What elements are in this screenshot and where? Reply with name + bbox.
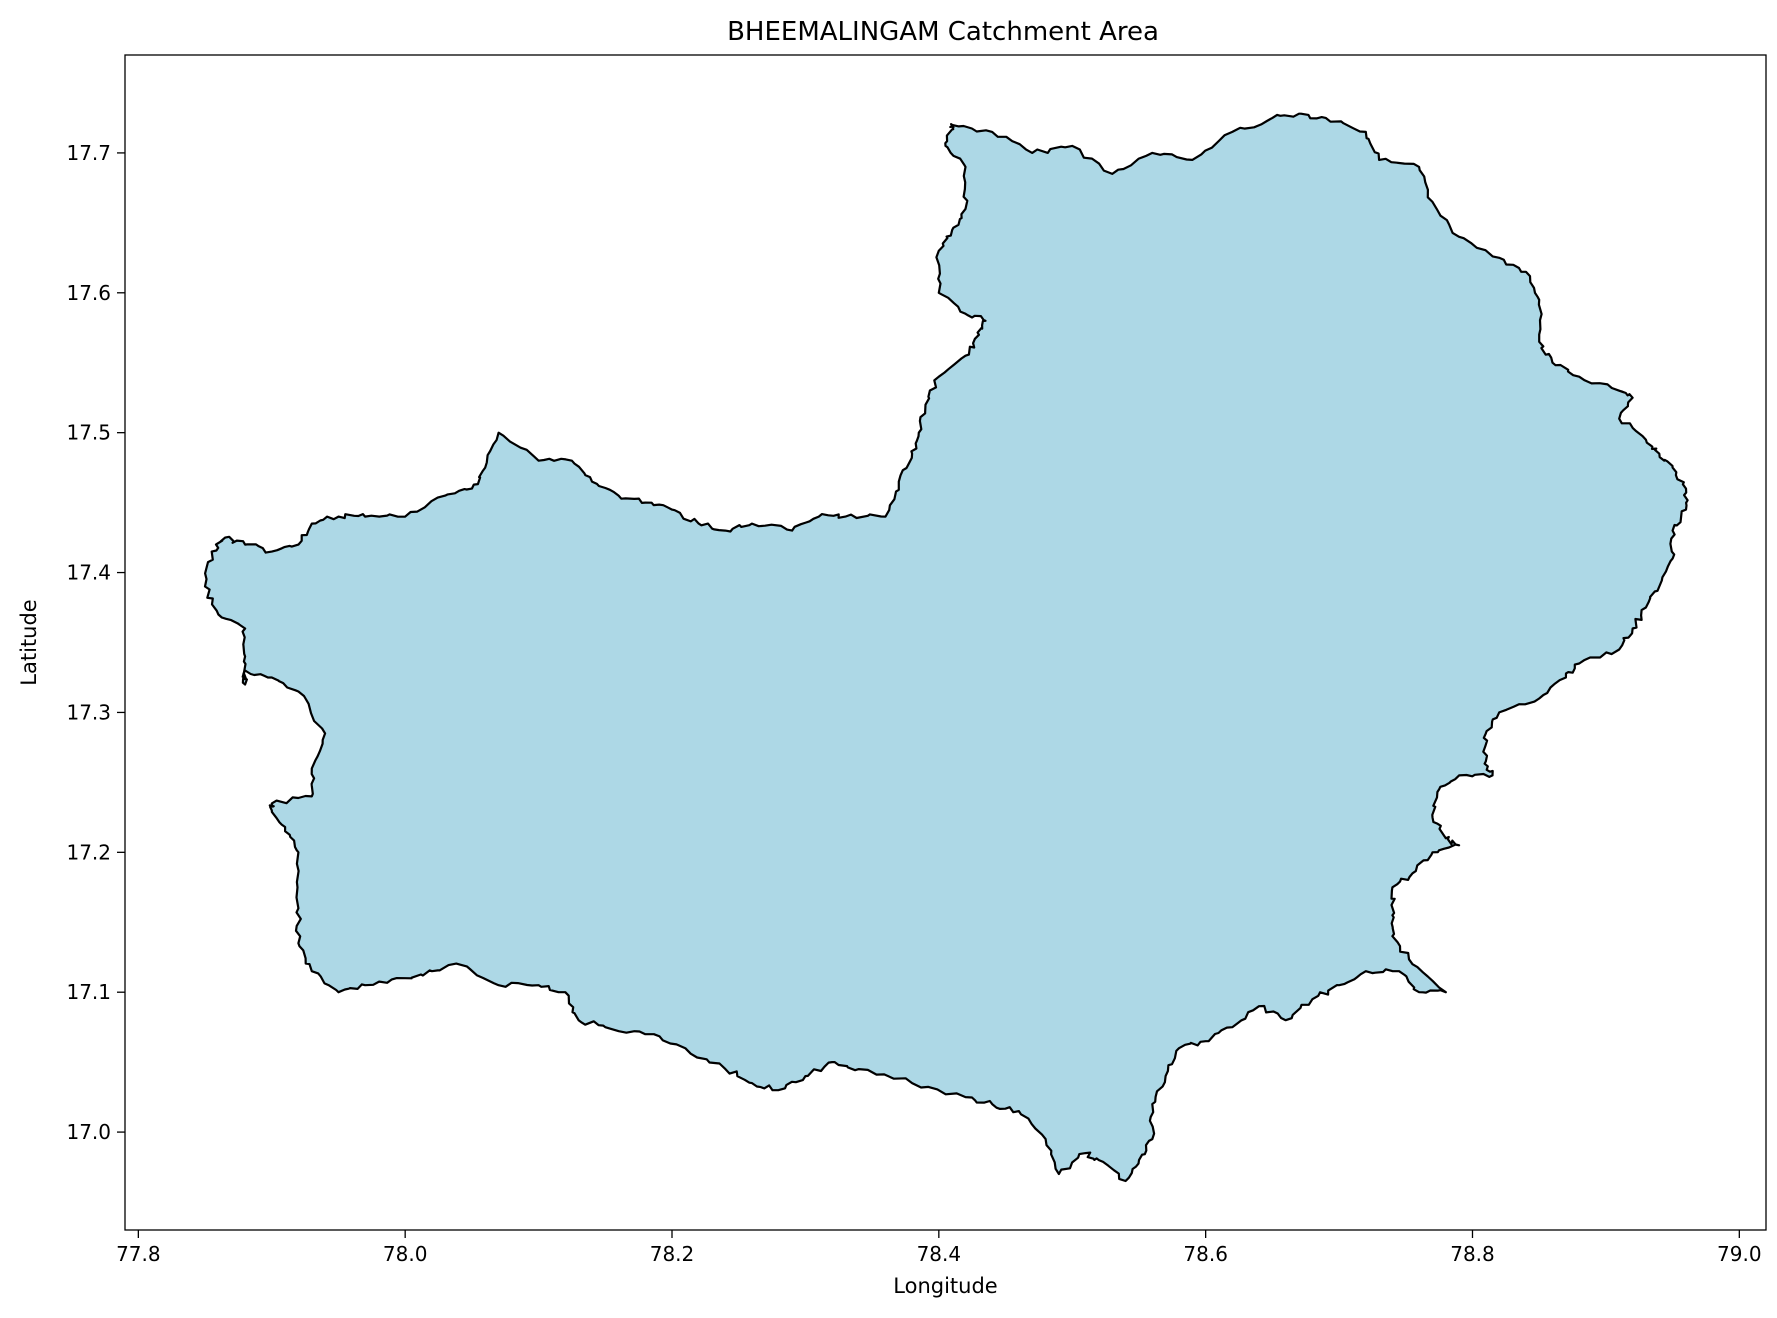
x-tick-label: 78.4: [917, 1242, 962, 1266]
y-tick-label: 17.7: [66, 141, 111, 165]
y-tick-label: 17.4: [66, 561, 111, 585]
x-tick-label: 78.8: [1450, 1242, 1495, 1266]
y-tick-label: 17.6: [66, 281, 111, 305]
y-tick-label: 17.5: [66, 421, 111, 445]
y-tick-label: 17.0: [66, 1120, 111, 1144]
x-tick-label: 78.2: [650, 1242, 695, 1266]
plot-area: [203, 112, 1689, 1183]
y-tick-label: 17.1: [66, 980, 111, 1004]
y-tick-label: 17.3: [66, 700, 111, 724]
axes-frame: [124, 54, 1767, 1231]
chart-title: BHEEMALINGAM Catchment Area: [727, 17, 1159, 47]
y-tick-label: 17.2: [66, 840, 111, 864]
y-axis-label: Latitude: [17, 599, 41, 685]
catchment-area-polygon: [203, 112, 1689, 1183]
x-tick-label: 77.8: [116, 1242, 161, 1266]
x-axis-ticks: 77.8 78.0 78.2 78.4 78.6 78.8 79.0: [116, 1230, 1762, 1266]
y-axis-ticks: 17.0 17.1 17.2 17.3 17.4 17.5 17.6 17.7: [66, 141, 125, 1144]
x-axis-label: Longitude: [893, 1274, 997, 1298]
x-tick-label: 78.6: [1183, 1242, 1228, 1266]
x-tick-label: 79.0: [1717, 1242, 1762, 1266]
x-tick-label: 78.0: [383, 1242, 428, 1266]
